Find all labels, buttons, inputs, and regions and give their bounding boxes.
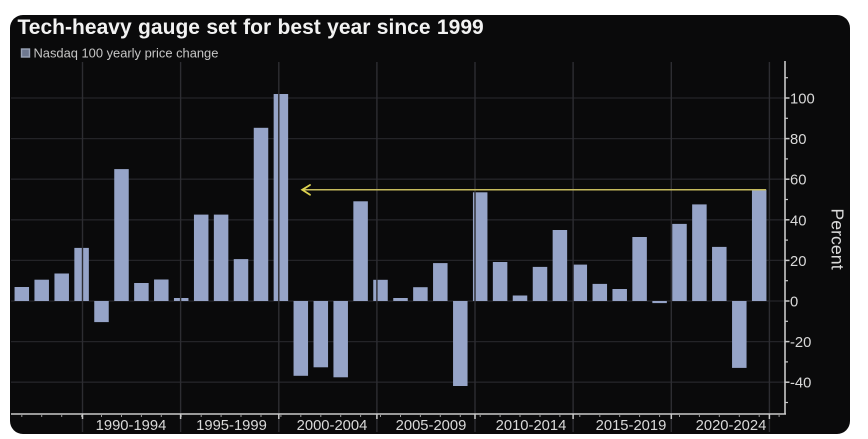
svg-text:Nasdaq 100 yearly price change: Nasdaq 100 yearly price change <box>34 46 219 61</box>
svg-text:80: 80 <box>790 132 806 148</box>
svg-text:1990-1994: 1990-1994 <box>96 418 167 434</box>
svg-text:100: 100 <box>790 92 815 108</box>
svg-text:2010-2014: 2010-2014 <box>496 418 567 434</box>
svg-text:2000-2004: 2000-2004 <box>297 418 368 434</box>
svg-text:2020-2024: 2020-2024 <box>696 418 767 434</box>
svg-text:40: 40 <box>790 213 806 229</box>
svg-text:60: 60 <box>790 173 806 189</box>
svg-text:20: 20 <box>790 254 806 270</box>
svg-text:2005-2009: 2005-2009 <box>396 418 467 434</box>
svg-text:1995-1999: 1995-1999 <box>196 418 267 434</box>
svg-text:Percent: Percent <box>828 208 848 269</box>
svg-text:Tech-heavy gauge set for best: Tech-heavy gauge set for best year since… <box>18 16 484 39</box>
svg-text:-40: -40 <box>790 376 811 392</box>
svg-text:2015-2019: 2015-2019 <box>596 418 667 434</box>
svg-text:0: 0 <box>790 295 798 311</box>
svg-text:-20: -20 <box>790 335 811 351</box>
